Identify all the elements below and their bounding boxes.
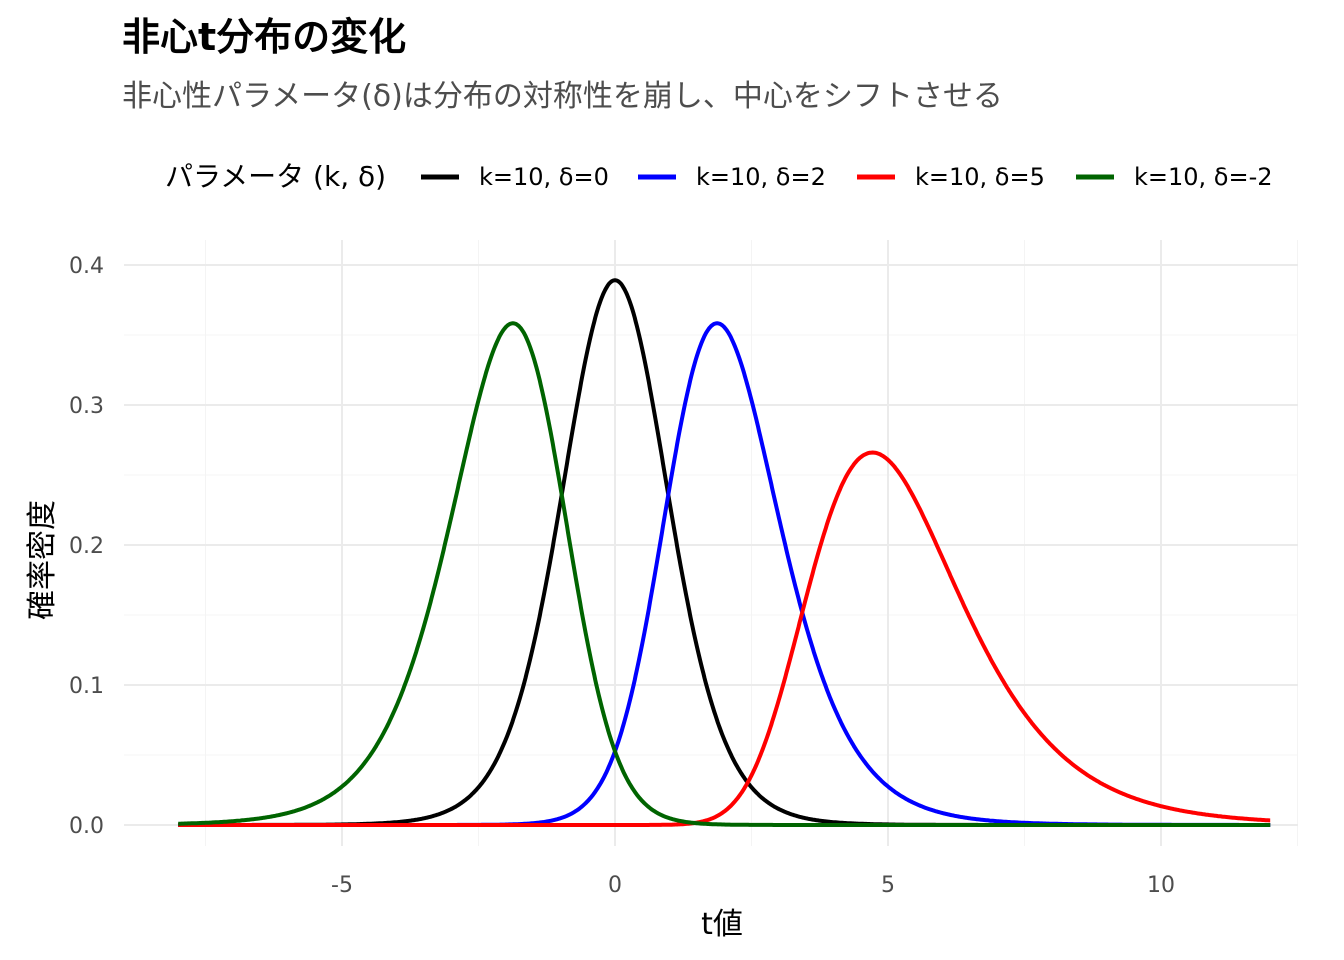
y-axis-title: 確率密度 xyxy=(25,500,60,620)
x-axis-title: t値 xyxy=(701,907,743,942)
legend-label: k=10, δ=2 xyxy=(696,163,826,191)
y-tick-label: 0.4 xyxy=(69,254,104,279)
y-tick-label: 0.3 xyxy=(69,394,104,419)
chart-title: 非心t分布の変化 xyxy=(122,15,406,59)
legend-label: k=10, δ=0 xyxy=(479,163,609,191)
series-line-3 xyxy=(177,450,1272,827)
y-tick-label: 0.0 xyxy=(69,814,104,839)
legend-label: k=10, δ=5 xyxy=(915,163,1045,191)
chart-subtitle: 非心性パラメータ(δ)は分布の対称性を崩し、中心をシフトさせる xyxy=(122,79,1003,114)
legend-item: k=10, δ=5 xyxy=(857,163,1045,191)
x-tick-label: 0 xyxy=(608,873,622,898)
x-tick-label: -5 xyxy=(331,873,353,898)
legend-items: k=10, δ=0 k=10, δ=2 k=10, δ=5 k=10, δ=-2 xyxy=(421,163,1273,191)
legend-item: k=10, δ=-2 xyxy=(1076,163,1273,191)
series-group xyxy=(177,278,1272,827)
y-tick-label: 0.2 xyxy=(69,534,104,559)
legend-item: k=10, δ=0 xyxy=(421,163,609,191)
grid xyxy=(124,240,1298,846)
series-line-4 xyxy=(177,321,1272,827)
x-tick-label: 5 xyxy=(881,873,895,898)
legend-label: k=10, δ=-2 xyxy=(1134,163,1273,191)
x-axis-ticks: -5 0 5 10 xyxy=(331,873,1175,898)
y-axis-ticks: 0.0 0.1 0.2 0.3 0.4 xyxy=(69,254,104,839)
x-tick-label: 10 xyxy=(1147,873,1175,898)
legend: パラメータ (k, δ) k=10, δ=0 k=10, δ=2 k=10, δ=5… xyxy=(165,160,1273,193)
legend-item: k=10, δ=2 xyxy=(638,163,826,191)
legend-title: パラメータ (k, δ) xyxy=(165,160,386,193)
y-tick-label: 0.1 xyxy=(69,674,104,699)
